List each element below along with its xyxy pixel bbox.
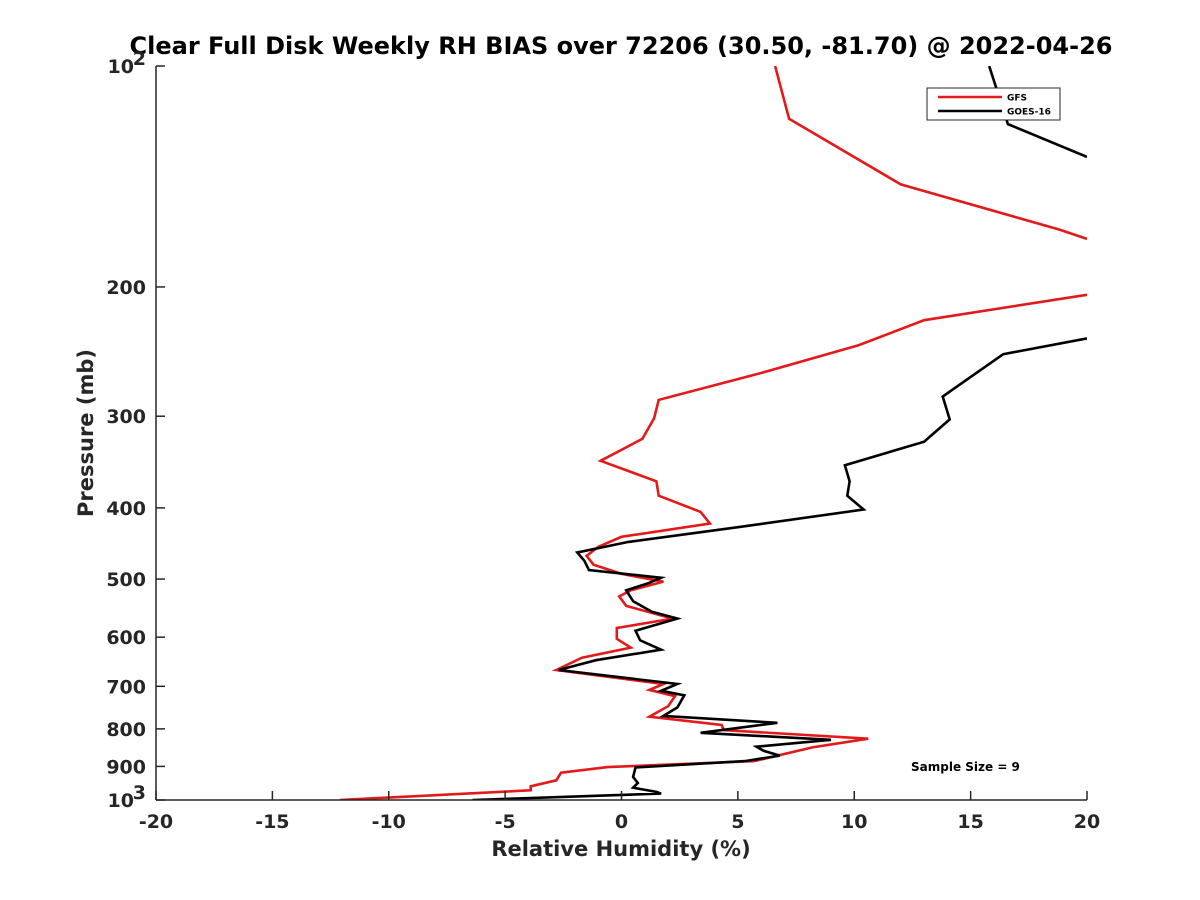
x-axis-ticks: -20 -15 -10 -5 0 5 10 15 20: [139, 791, 1100, 833]
y-tick-exponent: 3: [133, 782, 146, 804]
y-tick-label: 900: [106, 756, 146, 778]
plot-area: [155, 66, 1087, 801]
sample-size-annotation: Sample Size = 9: [911, 760, 1020, 774]
series-line-1: [472, 66, 1087, 800]
series-layer: [339, 66, 1087, 800]
y-tick-label: 300: [106, 406, 146, 428]
y-tick-label: 10: [108, 56, 134, 78]
x-tick-label: 15: [957, 811, 983, 833]
y-tick-label: 500: [106, 569, 146, 591]
legend-label: GOES-16: [1007, 108, 1051, 118]
legend: GFS GOES-16: [926, 87, 1061, 121]
y-tick-label: 10: [108, 790, 134, 812]
y-axis-label: Pressure (mb): [74, 349, 98, 517]
x-tick-label: -5: [495, 811, 516, 833]
y-tick-label: 800: [106, 719, 146, 741]
x-tick-label: -10: [372, 811, 406, 833]
y-tick-exponent: 2: [133, 48, 146, 70]
x-tick-label: 20: [1074, 811, 1100, 833]
plot-background: [156, 66, 1087, 800]
y-tick-label: 600: [106, 627, 146, 649]
x-tick-label: -15: [255, 811, 289, 833]
x-tick-label: 0: [615, 811, 628, 833]
legend-box: [926, 87, 1061, 121]
y-tick-label: 200: [106, 277, 146, 299]
chart-title: Clear Full Disk Weekly RH BIAS over 7220…: [130, 32, 1113, 60]
y-tick-label: 400: [106, 498, 146, 520]
legend-label: GFS: [1007, 94, 1027, 104]
x-tick-label: 5: [731, 811, 744, 833]
x-tick-label: 10: [841, 811, 867, 833]
x-tick-label: -20: [139, 811, 173, 833]
x-axis-label: Relative Humidity (%): [491, 837, 750, 861]
y-tick-label: 700: [106, 676, 146, 698]
